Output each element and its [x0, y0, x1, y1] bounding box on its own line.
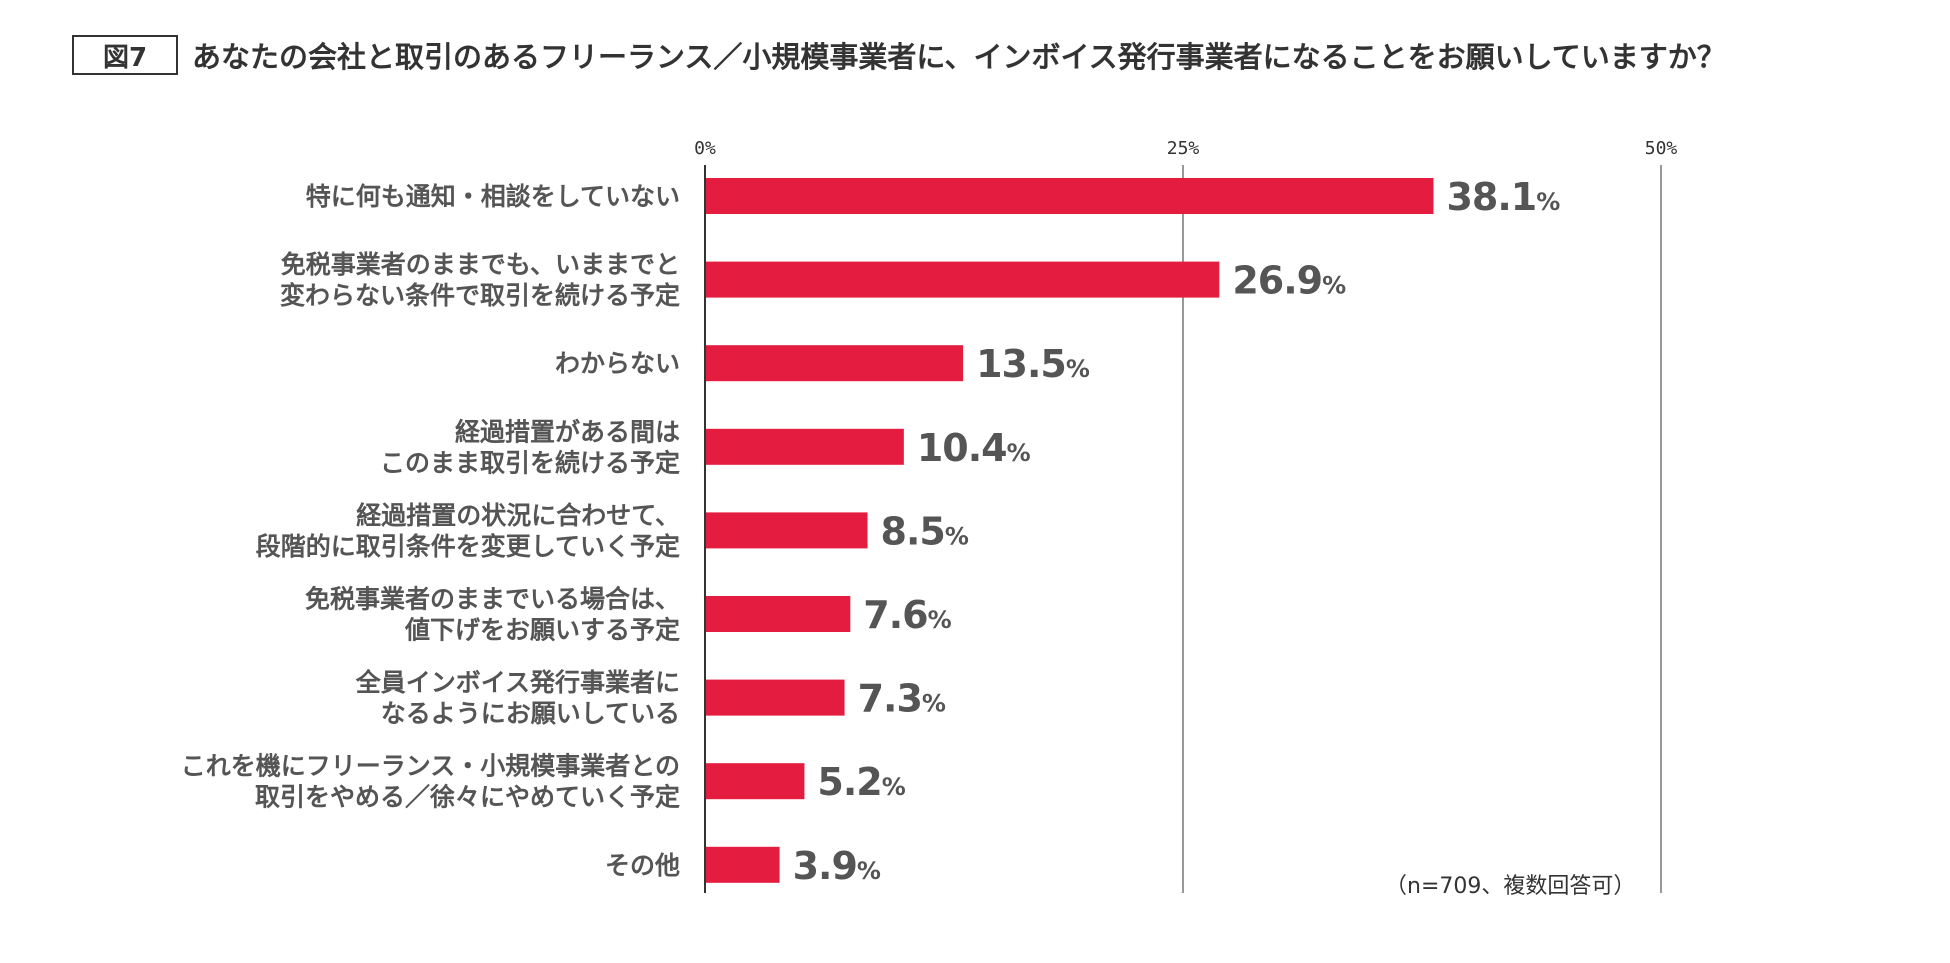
x-tick-label: 0% — [694, 138, 716, 159]
data-label: 7.6% — [863, 593, 951, 637]
category-label: 経過措置がある間はこのまま取引を続ける予定 — [380, 417, 680, 477]
figure-number-badge: 図7 — [72, 35, 178, 75]
data-label: 26.9% — [1232, 259, 1346, 303]
data-label: 5.2% — [817, 760, 905, 804]
category-label: 全員インボイス発行事業者になるようにお願いしている — [355, 668, 680, 728]
bar — [706, 679, 845, 716]
category-label: 特に何も通知・相談をしていない — [306, 182, 680, 211]
bar — [706, 428, 904, 465]
x-tick-label: 50% — [1645, 138, 1678, 159]
bar — [706, 345, 964, 382]
chart-title-row: 図7 あなたの会社と取引のあるフリーランス／小規模事業者に、インボイス発行事業者… — [72, 32, 1726, 78]
bar — [706, 261, 1220, 298]
bar — [706, 846, 780, 883]
category-label: わからない — [555, 349, 680, 378]
data-label: 10.4% — [917, 426, 1031, 470]
category-label: これを機にフリーランス・小規模事業者との取引をやめる／徐々にやめていく予定 — [181, 752, 680, 812]
data-label: 13.5% — [976, 342, 1090, 386]
category-label: その他 — [605, 851, 680, 880]
sample-size-note: （n=709、複数回答可） — [1385, 874, 1636, 899]
data-label: 8.5% — [881, 509, 969, 553]
data-label: 7.3% — [858, 677, 946, 721]
category-label: 免税事業者のままでも、いままでと変わらない条件で取引を続ける予定 — [280, 250, 680, 310]
bar — [706, 763, 805, 800]
category-label: 経過措置の状況に合わせて、段階的に取引条件を変更していく予定 — [256, 501, 680, 561]
bar — [706, 178, 1434, 214]
category-label: 免税事業者のままでいる場合は、値下げをお願いする予定 — [305, 585, 680, 645]
x-tick-label: 25% — [1167, 138, 1200, 159]
chart-title: あなたの会社と取引のあるフリーランス／小規模事業者に、インボイス発行事業者になる… — [192, 40, 1726, 74]
bar — [706, 596, 851, 632]
data-label: 38.1% — [1446, 175, 1560, 219]
bar — [706, 512, 868, 549]
data-label: 3.9% — [793, 844, 881, 888]
